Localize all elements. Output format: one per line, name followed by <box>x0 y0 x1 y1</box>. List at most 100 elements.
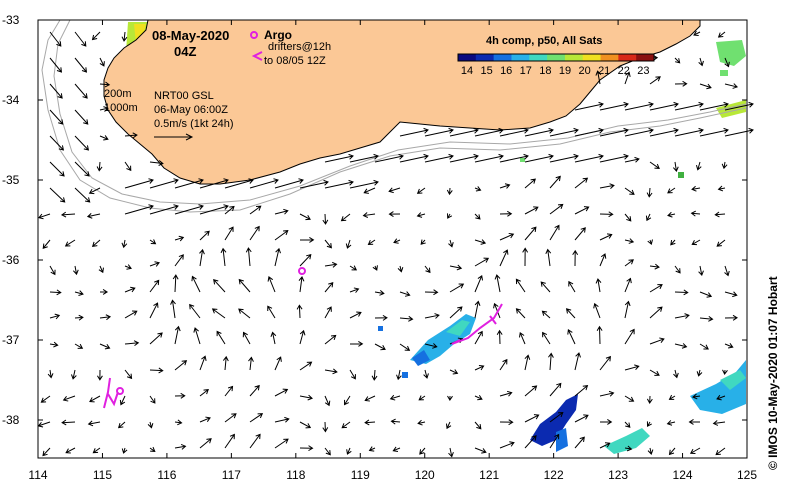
current-arrow <box>624 300 631 319</box>
current-arrow <box>698 265 704 277</box>
current-arrow <box>216 330 226 345</box>
current-arrow <box>716 394 726 401</box>
sst-patches <box>126 22 746 454</box>
current-arrow <box>599 253 607 267</box>
current-arrow <box>372 265 378 271</box>
current-arrow <box>124 264 132 270</box>
current-arrow <box>599 355 611 371</box>
current-arrow <box>267 276 276 293</box>
current-arrow <box>524 385 538 397</box>
current-arrow <box>362 212 376 218</box>
current-arrow <box>124 161 132 172</box>
current-arrow <box>74 314 84 321</box>
current-arrow <box>199 204 229 215</box>
current-arrow <box>549 153 579 163</box>
current-arrow <box>96 161 103 172</box>
current-arrow <box>674 80 688 87</box>
current-arrow <box>449 127 479 137</box>
colorbar-swatch <box>547 54 566 61</box>
current-arrow <box>274 247 281 267</box>
current-arrow <box>695 161 702 171</box>
current-arrow <box>496 329 503 345</box>
current-arrow <box>574 206 590 215</box>
current-arrow <box>447 395 453 402</box>
current-arrow <box>524 153 554 163</box>
current-arrow <box>399 127 429 137</box>
current-arrow <box>474 186 482 192</box>
current-arrow <box>416 187 426 194</box>
current-arrow <box>274 356 282 371</box>
current-arrow <box>522 247 529 267</box>
current-arrow <box>274 208 289 215</box>
current-arrow <box>724 101 754 111</box>
current-arrow <box>199 438 212 449</box>
product-label: NRT00 GSL <box>154 90 214 102</box>
current-arrow <box>249 225 260 241</box>
current-arrow <box>189 303 201 319</box>
colorbar-tick: 18 <box>539 65 552 77</box>
current-arrow <box>646 187 653 198</box>
current-arrow <box>274 178 304 189</box>
current-arrow <box>667 211 676 218</box>
current-arrow <box>174 392 186 399</box>
y-tick-label: -36 <box>2 253 20 267</box>
current-arrow <box>649 127 679 137</box>
current-arrow <box>124 369 133 380</box>
current-arrow <box>49 135 65 151</box>
colorbar-tick: 19 <box>558 65 572 77</box>
current-arrow <box>624 238 635 244</box>
current-arrow <box>249 205 262 215</box>
current-arrow <box>211 308 226 319</box>
current-arrow <box>420 239 426 245</box>
current-arrow <box>574 127 604 137</box>
current-arrow <box>92 447 101 454</box>
current-arrow <box>724 265 730 277</box>
current-arrow <box>392 446 401 453</box>
current-arrow <box>568 280 576 293</box>
current-arrow <box>515 278 526 293</box>
current-arrow <box>91 239 101 248</box>
current-arrow <box>191 275 201 293</box>
current-arrow <box>149 367 164 374</box>
current-arrow <box>574 436 585 449</box>
current-arrow <box>224 205 235 215</box>
current-arrow <box>724 83 739 89</box>
current-arrow <box>322 421 329 433</box>
current-arrow <box>714 211 726 218</box>
x-tick-label: 117 <box>221 468 241 482</box>
current-arrow <box>649 161 660 169</box>
current-arrow <box>299 237 315 243</box>
colorbar-swatch <box>458 54 477 61</box>
current-arrow <box>299 394 313 401</box>
current-arrow <box>674 127 704 137</box>
current-arrow <box>424 343 438 349</box>
current-arrow <box>393 238 401 244</box>
current-arrow <box>624 421 631 428</box>
current-arrow <box>117 421 126 429</box>
current-arrow <box>670 239 676 246</box>
current-arrow <box>124 132 138 139</box>
current-arrow <box>147 421 154 429</box>
current-arrow <box>374 289 385 296</box>
current-arrow <box>599 127 629 137</box>
map-time: 04Z <box>174 44 197 59</box>
current-arrow <box>74 343 84 349</box>
current-arrow <box>399 343 411 351</box>
current-arrow <box>424 313 440 319</box>
current-arrow <box>193 327 201 345</box>
current-arrow <box>396 369 402 381</box>
current-arrow <box>542 331 551 345</box>
x-tick-label: 115 <box>92 468 113 482</box>
current-arrow <box>364 419 376 426</box>
current-arrow <box>699 101 729 111</box>
current-arrow <box>74 290 84 296</box>
current-arrow <box>716 239 726 247</box>
current-arrow <box>349 265 358 271</box>
current-arrow <box>448 239 454 248</box>
current-arrow <box>199 230 210 241</box>
current-arrow <box>646 421 652 427</box>
current-arrow <box>149 204 179 215</box>
credit-text: © IMOS 10-May-2020 01:07 Hobart <box>766 276 780 470</box>
current-arrow <box>499 232 515 241</box>
current-arrow <box>74 135 90 151</box>
